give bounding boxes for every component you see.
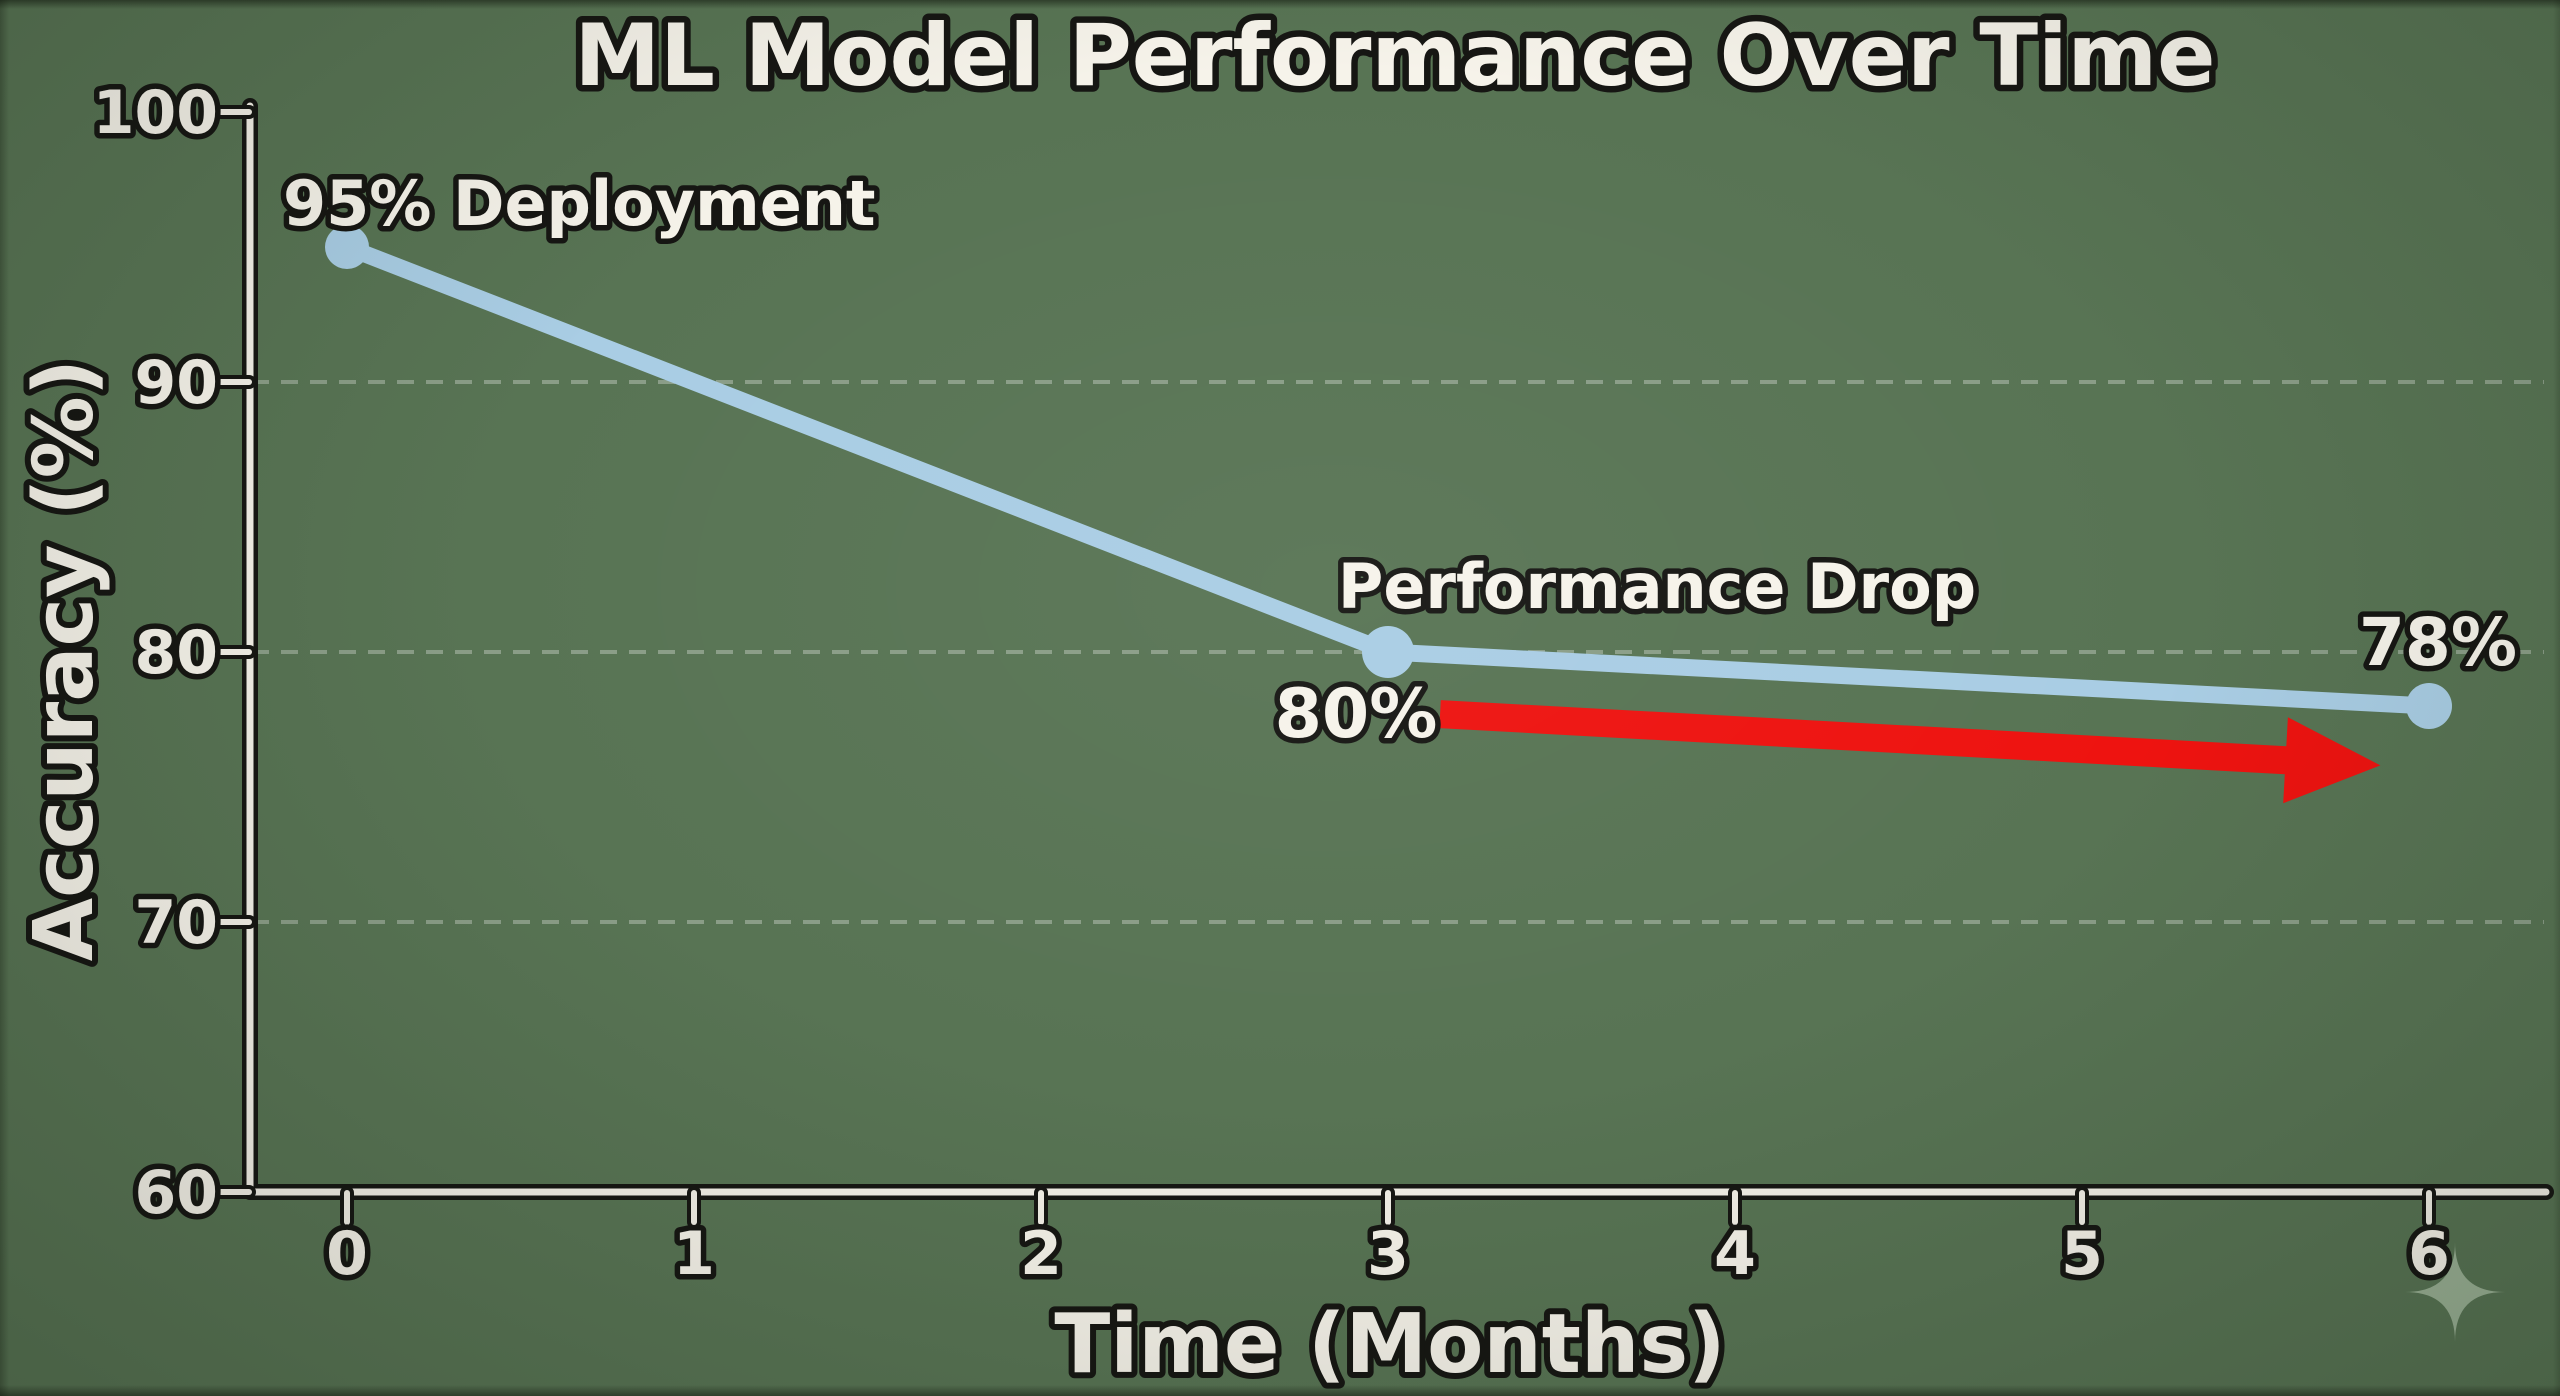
data-point-2 <box>2406 683 2452 729</box>
annotation-performance-drop: Performance Drop <box>1338 550 1976 623</box>
y-tick-label-100: 100 <box>93 78 218 148</box>
data-point-0 <box>325 225 369 269</box>
chart-title: ML Model Performance Over Time <box>574 6 2215 106</box>
x-tick-label-2: 2 <box>1020 1219 1062 1289</box>
series-layer <box>325 225 2452 729</box>
data-point-1 <box>1362 626 1414 678</box>
x-tick-label-6: 6 <box>2408 1219 2450 1289</box>
y-tick-label-60: 60 <box>135 1158 219 1228</box>
ticks-layer: 100 90 80 70 60 0 1 2 3 4 5 6 <box>87 73 2455 1295</box>
x-tick-label-3: 3 <box>1367 1219 1409 1289</box>
x-tick-label-5: 5 <box>2061 1219 2103 1289</box>
sparkle-icon <box>2405 1242 2505 1342</box>
annotation-value-78: 78% <box>2359 604 2517 681</box>
trend-arrow <box>1439 700 2381 804</box>
x-tick-label-1: 1 <box>673 1219 715 1289</box>
annotation-value-80: 80% <box>1275 675 1438 754</box>
decor-layer <box>2405 1242 2505 1342</box>
y-tick-label-80: 80 <box>135 618 219 688</box>
y-axis-label: Accuracy (%) <box>17 359 112 962</box>
x-axis-label: Time (Months) <box>1054 1297 1725 1392</box>
arrow-layer <box>1439 700 2381 804</box>
x-tick-label-0: 0 <box>326 1219 368 1289</box>
x-tick-label-4: 4 <box>1714 1219 1756 1289</box>
y-tick-label-90: 90 <box>135 348 219 418</box>
annotation-deployment: 95% Deployment <box>283 167 876 240</box>
y-tick-label-70: 70 <box>135 888 219 958</box>
